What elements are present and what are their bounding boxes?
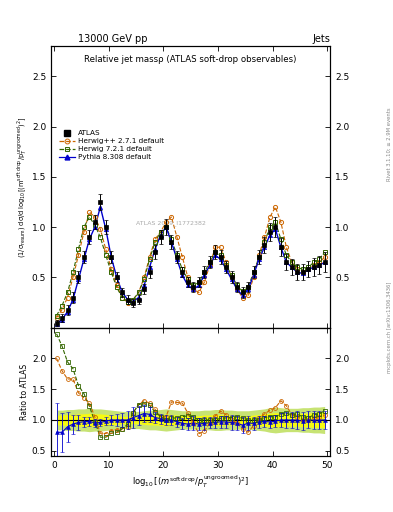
X-axis label: $\log_{10}[(m^{\rm soft\,drop}/p_T^{\rm ungroomed})^2]$: $\log_{10}[(m^{\rm soft\,drop}/p_T^{\rm … xyxy=(132,474,249,490)
Legend: ATLAS, Herwig++ 2.7.1 default, Herwig 7.2.1 default, Pythia 8.308 default: ATLAS, Herwig++ 2.7.1 default, Herwig 7.… xyxy=(57,129,166,162)
Text: mcplots.cern.ch [arXiv:1306.3436]: mcplots.cern.ch [arXiv:1306.3436] xyxy=(387,282,392,373)
Y-axis label: Ratio to ATLAS: Ratio to ATLAS xyxy=(20,364,29,420)
Y-axis label: (1/σ$_{\rm resum}$) dσ/d log$_{10}$[(m$^{\rm soft\,drop}$/p$_T^{\rm ungroomed}$): (1/σ$_{\rm resum}$) dσ/d log$_{10}$[(m$^… xyxy=(16,116,29,258)
Text: Jets: Jets xyxy=(312,33,330,44)
Text: Relative jet massρ (ATLAS soft-drop observables): Relative jet massρ (ATLAS soft-drop obse… xyxy=(84,55,297,63)
Text: Rivet 3.1.10; ≥ 2.9M events: Rivet 3.1.10; ≥ 2.9M events xyxy=(387,108,392,181)
Text: ATLAS 2019_I1772382: ATLAS 2019_I1772382 xyxy=(136,221,206,226)
Text: 13000 GeV pp: 13000 GeV pp xyxy=(78,33,147,44)
